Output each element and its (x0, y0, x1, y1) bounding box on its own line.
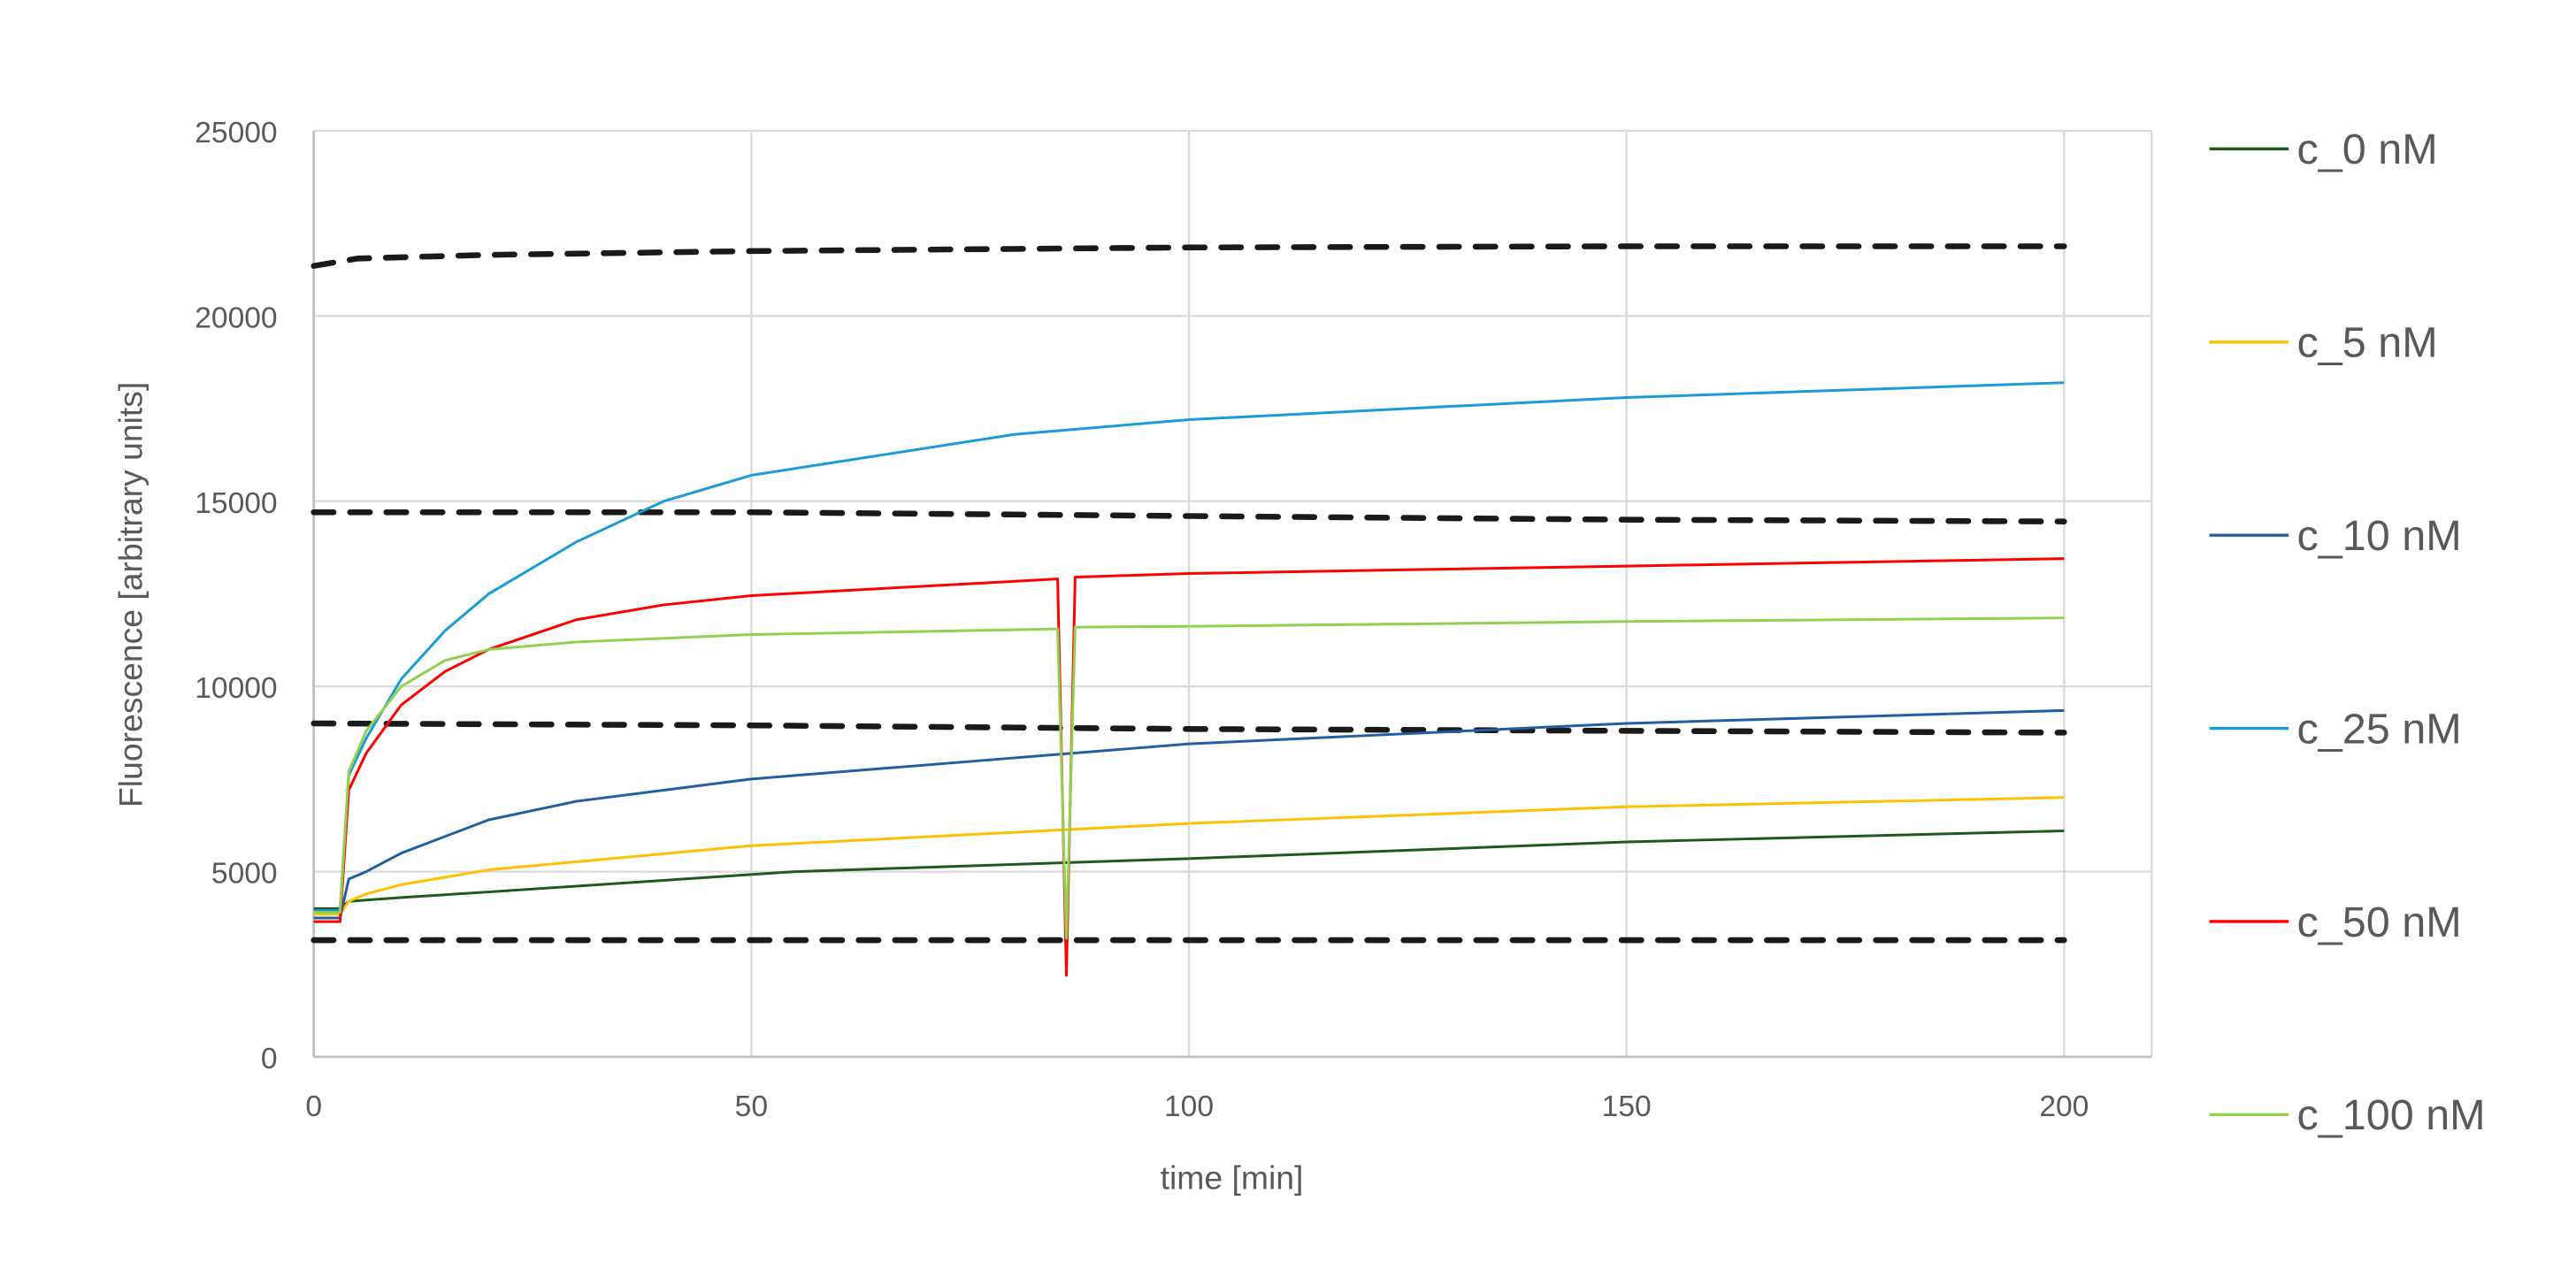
legend-label: c_10 nM (2297, 512, 2462, 560)
dashed-reference-line (310, 243, 2067, 269)
y-tick-label: 15000 (195, 487, 277, 520)
series-line-c-10-nm (313, 708, 2065, 920)
legend-label: c_25 nM (2297, 705, 2462, 753)
series-line-c-100-nm (313, 616, 2065, 940)
dashed-reference-line (310, 509, 2067, 524)
legend-item: c_5 nM (2209, 319, 2438, 367)
x-axis-label: time [min] (1161, 1159, 1304, 1196)
legend-item: c_100 nM (2209, 1091, 2486, 1139)
x-tick-label: 0 (305, 1090, 322, 1123)
y-tick-label: 20000 (195, 302, 277, 334)
y-tick-label: 10000 (195, 672, 277, 705)
y-tick-label: 5000 (211, 858, 278, 891)
x-tick-label: 100 (1164, 1090, 1214, 1123)
legend: c_0 nM c_5 nM c_10 nM c_25 nM c_50 nM c_100 n… (2209, 126, 2486, 1139)
y-tick-label: 25000 (195, 117, 277, 149)
legend-item: c_50 nM (2209, 899, 2462, 946)
legend-item: c_0 nM (2209, 126, 2438, 173)
x-tick-label: 150 (1602, 1090, 1652, 1123)
legend-label: c_5 nM (2297, 319, 2438, 367)
x-tick-label: 50 (735, 1090, 768, 1123)
legend-item: c_10 nM (2209, 512, 2462, 560)
axes (312, 130, 2152, 1059)
legend-item: c_25 nM (2209, 705, 2462, 753)
y-axis-label: Fluorescence [arbitrary units] (112, 382, 150, 807)
x-tick-label: 200 (2039, 1090, 2089, 1123)
legend-label: c_0 nM (2297, 126, 2438, 173)
dashed-reference-line (310, 720, 2067, 736)
series-line-c-25-nm (313, 381, 2065, 913)
series-line-c-50-nm (313, 557, 2065, 977)
tick-labels: 0 5000 10000 15000 20000 25000 0 50 100 150 200 (195, 117, 2089, 1123)
legend-label: c_100 nM (2297, 1091, 2486, 1139)
legend-label: c_50 nM (2297, 899, 2462, 946)
series-line-c-5-nm (313, 796, 2065, 916)
series-lines (310, 243, 2067, 977)
y-tick-label: 0 (261, 1043, 278, 1075)
gridlines (313, 129, 2153, 1058)
